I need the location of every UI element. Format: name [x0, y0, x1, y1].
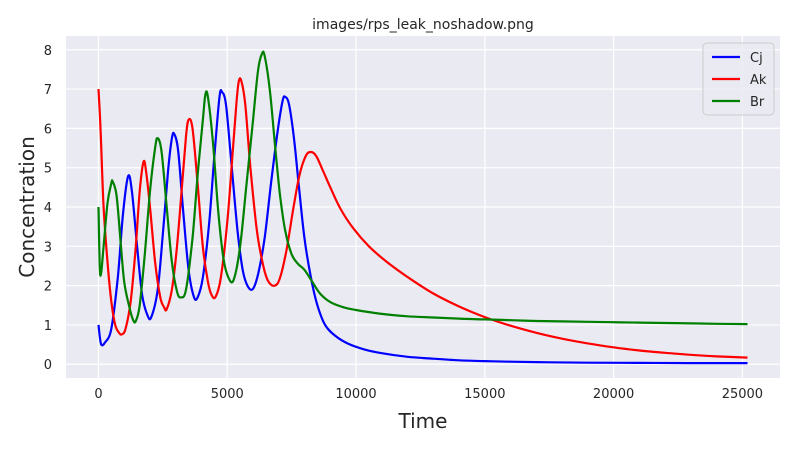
x-tick-label: 5000 [211, 387, 244, 402]
y-tick-label: 3 [44, 240, 52, 255]
y-tick-label: 7 [44, 83, 52, 98]
x-tick-label: 20000 [593, 387, 634, 402]
grid-lines [66, 36, 780, 378]
y-tick-label: 8 [44, 44, 52, 59]
x-axis-label: Time [398, 409, 448, 433]
y-tick-label: 2 [44, 280, 52, 295]
series-line-br [97, 50, 748, 326]
legend-label-cj: Cj [750, 51, 763, 66]
legend-label-br: Br [750, 95, 765, 110]
legend: Cj Ak Br [702, 42, 775, 116]
x-tick-label: 10000 [335, 387, 376, 402]
y-tick-label: 1 [44, 319, 52, 334]
chart-title: images/rps_leak_noshadow.png [312, 17, 534, 33]
legend-label-ak: Ak [750, 73, 767, 88]
y-tick-label: 4 [44, 201, 52, 216]
x-tick-label: 25000 [722, 387, 763, 402]
y-axis-ticks: 0 1 2 3 4 5 6 7 8 [44, 44, 52, 373]
x-tick-label: 15000 [464, 387, 505, 402]
y-tick-label: 6 [44, 122, 52, 137]
x-axis-ticks: 0 5000 10000 15000 20000 25000 [94, 387, 763, 402]
y-tick-label: 5 [44, 162, 52, 177]
series-lines [97, 50, 748, 365]
series-line-ak [97, 77, 748, 359]
y-axis-label: Concentration [15, 136, 39, 277]
y-tick-label: 0 [44, 358, 52, 373]
x-tick-label: 0 [94, 387, 102, 402]
